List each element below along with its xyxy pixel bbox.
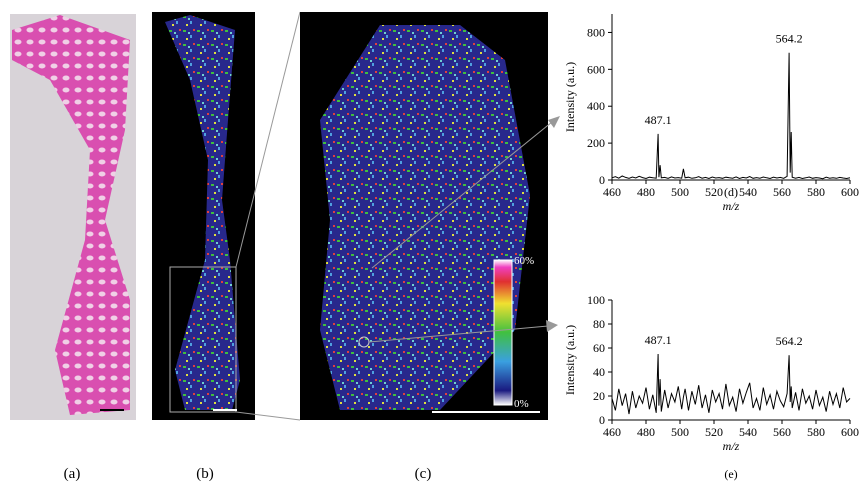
- panel-label: (e): [724, 467, 737, 481]
- x-tick-label: 500: [671, 185, 689, 199]
- y-tick-label: 20: [593, 389, 605, 403]
- spectrum: [611, 353, 851, 415]
- peak-label: 487.1: [645, 113, 672, 127]
- panel-label: (a): [64, 466, 81, 482]
- x-tick-label: 520: [705, 185, 723, 199]
- colorbar-max: 60%: [514, 255, 534, 267]
- y-tick-label: 60: [593, 341, 605, 355]
- x-tick-label: 580: [807, 425, 825, 439]
- x-tick-label: 500: [671, 425, 689, 439]
- panel-label: (b): [196, 466, 214, 482]
- y-tick-label: 0: [599, 413, 605, 427]
- arrow-head: [548, 116, 560, 128]
- zoom-tissue: [320, 25, 530, 410]
- x-tick-label: 540: [739, 425, 757, 439]
- x-tick-label: 520: [705, 425, 723, 439]
- y-axis-label: Intensity (a.u.): [563, 62, 577, 132]
- y-tick-label: 80: [593, 317, 605, 331]
- x-tick-label: 560: [773, 425, 791, 439]
- x-tick-label: 560: [773, 185, 791, 199]
- peak-label: 564.2: [776, 32, 803, 46]
- x-tick-label: 600: [841, 425, 859, 439]
- zoom-line: [235, 11, 301, 268]
- peak-label: 487.1: [645, 333, 672, 347]
- y-tick-label: 200: [587, 136, 605, 150]
- x-tick-label: 480: [637, 425, 655, 439]
- x-tick-label: 460: [603, 185, 621, 199]
- arrow: [371, 121, 553, 269]
- arrow: [368, 325, 549, 343]
- he-tissue: [12, 15, 130, 415]
- x-tick-label: 540: [739, 185, 757, 199]
- x-tick-label: 580: [807, 185, 825, 199]
- y-tick-label: 600: [587, 62, 605, 76]
- x-tick-label: 480: [637, 185, 655, 199]
- colorbar-min: 0%: [514, 398, 529, 410]
- panel-label: (c): [415, 466, 432, 482]
- y-tick-label: 100: [587, 293, 605, 307]
- peak-label: 564.2: [776, 334, 803, 348]
- panel-label: (d): [724, 185, 738, 199]
- colorbar: [493, 259, 513, 406]
- arrow-head: [546, 320, 558, 332]
- y-axis-label: Intensity (a.u.): [563, 325, 577, 395]
- y-tick-label: 0: [599, 173, 605, 187]
- ms-tissue: [165, 15, 240, 410]
- y-tick-label: 800: [587, 25, 605, 39]
- x-axis-label: m/z: [723, 439, 740, 453]
- y-tick-label: 400: [587, 99, 605, 113]
- spectrum: [611, 52, 851, 180]
- zoom-box: [169, 266, 237, 413]
- y-tick-label: 40: [593, 365, 605, 379]
- x-tick-label: 600: [841, 185, 859, 199]
- zoom-line: [235, 411, 301, 421]
- x-axis-label: m/z: [723, 199, 740, 213]
- x-tick-label: 460: [603, 425, 621, 439]
